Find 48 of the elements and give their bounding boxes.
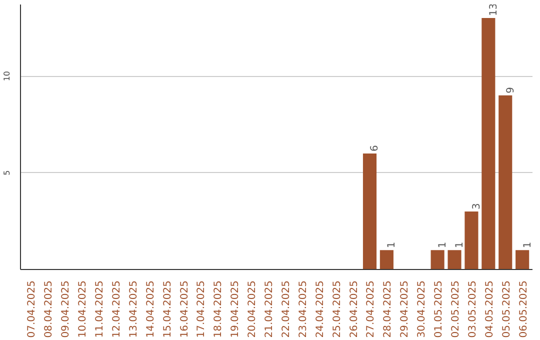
x-tick-label: 02.05.2025 bbox=[450, 280, 462, 338]
x-tick-label: 01.05.2025 bbox=[434, 280, 445, 338]
x-tick-label: 06.05.2025 bbox=[518, 280, 530, 338]
x-tick-label: 28.04.2025 bbox=[382, 280, 394, 338]
x-tick-label: 26.04.2025 bbox=[348, 280, 360, 338]
x-tick-label: 03.05.2025 bbox=[467, 280, 478, 338]
bar bbox=[482, 18, 496, 270]
x-tick-label: 25.04.2025 bbox=[332, 280, 343, 338]
x-tick-label: 15.04.2025 bbox=[162, 280, 174, 338]
data-label: 3 bbox=[471, 203, 482, 210]
x-tick-label: 08.04.2025 bbox=[44, 280, 55, 338]
bar bbox=[362, 153, 377, 270]
data-label: 1 bbox=[386, 242, 398, 248]
x-tick-label: 16.04.2025 bbox=[179, 280, 190, 338]
x-tick-label: 09.04.2025 bbox=[60, 280, 72, 338]
y-tick-label: 5 bbox=[2, 170, 12, 176]
x-tick-label: 05.05.2025 bbox=[501, 280, 512, 338]
bar bbox=[464, 211, 478, 270]
data-label: 1 bbox=[438, 242, 449, 248]
x-tick-label: 19.04.2025 bbox=[230, 280, 242, 338]
y-tick-label: 10 bbox=[2, 70, 12, 82]
x-tick-label: 10.04.2025 bbox=[78, 280, 89, 338]
data-label: 9 bbox=[505, 87, 516, 94]
x-tick-label: 27.04.2025 bbox=[366, 280, 377, 338]
x-tick-label: 29.04.2025 bbox=[400, 280, 411, 338]
data-label: 6 bbox=[370, 145, 381, 152]
x-tick-label: 14.04.2025 bbox=[145, 280, 156, 338]
x-tick-label: 23.04.2025 bbox=[298, 280, 309, 338]
data-label: 1 bbox=[522, 242, 534, 248]
x-tick-label: 20.04.2025 bbox=[247, 280, 258, 338]
x-tick-label: 13.04.2025 bbox=[128, 280, 140, 338]
bar bbox=[516, 250, 530, 270]
x-tick-label: 18.04.2025 bbox=[213, 280, 224, 338]
data-label: 1 bbox=[454, 242, 466, 248]
bar bbox=[380, 250, 394, 270]
bar bbox=[498, 95, 512, 270]
bar bbox=[448, 250, 462, 270]
x-tick-label: 07.04.2025 bbox=[26, 280, 38, 338]
x-tick-label: 04.05.2025 bbox=[484, 280, 496, 338]
x-tick-label: 30.04.2025 bbox=[416, 280, 428, 338]
x-tick-label: 17.04.2025 bbox=[196, 280, 208, 338]
data-label: 13 bbox=[488, 3, 500, 16]
x-tick-label: 24.04.2025 bbox=[314, 280, 326, 338]
x-tick-label: 22.04.2025 bbox=[280, 280, 292, 338]
bar bbox=[430, 250, 444, 270]
x-tick-label: 21.04.2025 bbox=[264, 280, 276, 338]
x-tick-label: 11.04.2025 bbox=[94, 280, 106, 338]
x-tick-label: 12.04.2025 bbox=[111, 280, 122, 338]
